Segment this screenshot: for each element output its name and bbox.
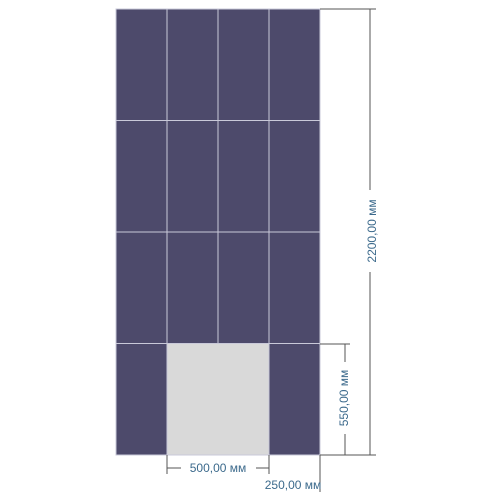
dimension-line — [320, 343, 350, 455]
dimension-opening-width: 500,00 мм — [166, 455, 270, 475]
tile — [166, 120, 219, 233]
dimension-label: 500,00 мм — [190, 461, 247, 475]
tile — [268, 231, 321, 344]
tile — [166, 231, 219, 344]
dimension-label: 2200,00 мм — [365, 199, 379, 262]
tile — [217, 231, 270, 344]
tile — [217, 120, 270, 233]
opening — [166, 343, 270, 456]
tile — [268, 343, 321, 456]
dimension-line — [320, 8, 376, 456]
dimension-line — [166, 455, 270, 474]
dimension-label: 250,00 мм — [265, 478, 322, 492]
tile — [115, 120, 168, 233]
tile — [166, 8, 219, 121]
dimension-opening-height: 550,00 мм — [320, 343, 351, 455]
tile — [115, 231, 168, 344]
tile — [115, 343, 168, 456]
tile — [217, 8, 270, 121]
tile — [115, 8, 168, 121]
tile-wall — [115, 8, 321, 456]
tile — [268, 8, 321, 121]
dimension-offset: 250,00 мм — [265, 455, 322, 492]
dimension-label: 550,00 мм — [337, 370, 351, 427]
tile — [268, 120, 321, 233]
dimension-total-height: 2200,00 мм — [320, 8, 379, 456]
